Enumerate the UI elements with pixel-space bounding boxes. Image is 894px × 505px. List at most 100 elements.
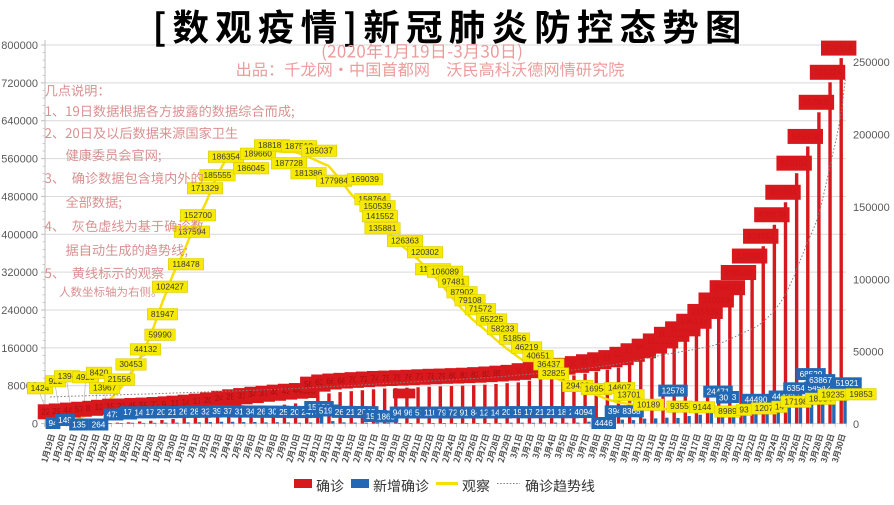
svg-text:135: 135 — [72, 420, 86, 429]
svg-text:141552: 141552 — [366, 211, 394, 221]
svg-text:16954: 16954 — [585, 384, 609, 394]
svg-text:200000: 200000 — [853, 130, 890, 142]
svg-text:720000: 720000 — [1, 78, 38, 90]
svg-text:332930: 332930 — [736, 252, 764, 261]
svg-text:17198: 17198 — [784, 396, 808, 406]
svg-text:585678: 585678 — [792, 132, 820, 141]
svg-text:8368: 8368 — [622, 407, 641, 416]
svg-text:79108: 79108 — [458, 295, 482, 305]
svg-text:54542: 54542 — [808, 384, 831, 393]
svg-text:14: 14 — [775, 401, 785, 411]
svg-text:8989: 8989 — [718, 406, 737, 416]
svg-text:721224: 721224 — [814, 68, 842, 77]
svg-text:185555: 185555 — [204, 170, 232, 180]
svg-text:160000: 160000 — [1, 343, 38, 355]
svg-text:9144: 9144 — [693, 402, 712, 412]
svg-text:374757: 374757 — [747, 232, 775, 241]
svg-text:187728: 187728 — [275, 158, 303, 168]
svg-text:71572: 71572 — [469, 304, 493, 314]
svg-text:10189: 10189 — [637, 399, 661, 409]
svg-text:149: 149 — [58, 416, 72, 425]
svg-text:187518: 187518 — [285, 141, 313, 151]
svg-text:3948: 3948 — [608, 407, 627, 416]
svg-text:44132: 44132 — [134, 344, 158, 354]
svg-text:266073: 266073 — [714, 284, 742, 293]
svg-text:44490: 44490 — [745, 396, 768, 405]
svg-text:186045: 186045 — [237, 163, 265, 173]
svg-text:120302: 120302 — [411, 247, 439, 257]
svg-text:177984: 177984 — [320, 175, 348, 185]
svg-text:5190: 5190 — [319, 406, 338, 415]
svg-text:0: 0 — [32, 419, 38, 431]
svg-text:150000: 150000 — [853, 202, 890, 214]
svg-text:58233: 58233 — [491, 324, 515, 334]
svg-text:772314: 772314 — [825, 44, 853, 53]
svg-text:12578: 12578 — [662, 387, 685, 396]
svg-text:30: 30 — [719, 393, 729, 402]
svg-text:63543: 63543 — [787, 384, 810, 393]
svg-text:420179: 420179 — [758, 211, 786, 220]
svg-text:50000: 50000 — [853, 347, 884, 359]
svg-text:179111: 179111 — [670, 325, 697, 334]
svg-text:195127: 195127 — [680, 317, 708, 326]
svg-text:106089: 106089 — [431, 266, 459, 276]
svg-text:87902: 87902 — [450, 287, 474, 297]
svg-text:97481: 97481 — [442, 276, 466, 286]
svg-text:13701: 13701 — [617, 390, 641, 400]
svg-text:65225: 65225 — [480, 314, 504, 324]
svg-text:100000: 100000 — [853, 274, 890, 286]
svg-text:571: 571 — [75, 405, 89, 414]
svg-text:799: 799 — [437, 408, 451, 417]
svg-text:298142: 298142 — [725, 268, 753, 277]
svg-text:1865: 1865 — [377, 412, 396, 421]
svg-text:169039: 169039 — [351, 174, 379, 184]
svg-text:40651: 40651 — [526, 351, 550, 361]
svg-text:118478: 118478 — [172, 259, 200, 269]
svg-text:14607: 14607 — [608, 383, 632, 393]
svg-text:152700: 152700 — [184, 210, 212, 220]
svg-text:135881: 135881 — [369, 223, 397, 233]
svg-text:966: 966 — [404, 408, 418, 417]
svg-text:188183: 188183 — [258, 140, 286, 150]
svg-text:13967: 13967 — [93, 383, 117, 393]
svg-text:51921: 51921 — [836, 379, 859, 388]
svg-text:320000: 320000 — [1, 267, 38, 279]
svg-text:185037: 185037 — [305, 145, 333, 155]
svg-text:1424: 1424 — [31, 383, 50, 393]
svg-text:186354: 186354 — [212, 151, 240, 161]
svg-text:1109: 1109 — [424, 408, 442, 417]
svg-text:250000: 250000 — [853, 57, 890, 69]
svg-text:93: 93 — [739, 404, 749, 414]
svg-text:560000: 560000 — [1, 154, 38, 166]
svg-text:81947: 81947 — [151, 309, 175, 319]
svg-text:942: 942 — [393, 408, 407, 417]
svg-text:171329: 171329 — [191, 183, 219, 193]
svg-text:722: 722 — [448, 408, 462, 417]
svg-text:126363: 126363 — [391, 235, 419, 245]
svg-text:189660: 189660 — [244, 148, 272, 158]
svg-text:94: 94 — [48, 419, 58, 428]
svg-text:59990: 59990 — [148, 329, 172, 339]
svg-text:240000: 240000 — [1, 305, 38, 317]
svg-text:30453: 30453 — [119, 359, 143, 369]
svg-text:4446: 4446 — [595, 419, 614, 428]
svg-text:473: 473 — [107, 410, 121, 419]
svg-text:910: 910 — [460, 408, 474, 417]
svg-text:0: 0 — [853, 419, 859, 431]
svg-text:8420: 8420 — [90, 367, 109, 377]
svg-text:480000: 480000 — [1, 191, 38, 203]
svg-text:102427: 102427 — [156, 281, 184, 291]
svg-text:51856: 51856 — [503, 333, 527, 343]
svg-text:4094: 4094 — [574, 408, 593, 417]
svg-text:158764: 158764 — [358, 194, 386, 204]
svg-text:264: 264 — [92, 420, 106, 429]
svg-text:240073: 240073 — [703, 296, 731, 305]
svg-text:224: 224 — [41, 408, 55, 417]
svg-text:21556: 21556 — [108, 374, 132, 384]
svg-text:150539: 150539 — [364, 201, 392, 211]
svg-text:291: 291 — [52, 407, 66, 416]
svg-text:3: 3 — [732, 393, 737, 402]
svg-text:215839: 215839 — [691, 307, 719, 316]
svg-text:32825: 32825 — [542, 368, 566, 378]
svg-text:36437: 36437 — [537, 359, 561, 369]
